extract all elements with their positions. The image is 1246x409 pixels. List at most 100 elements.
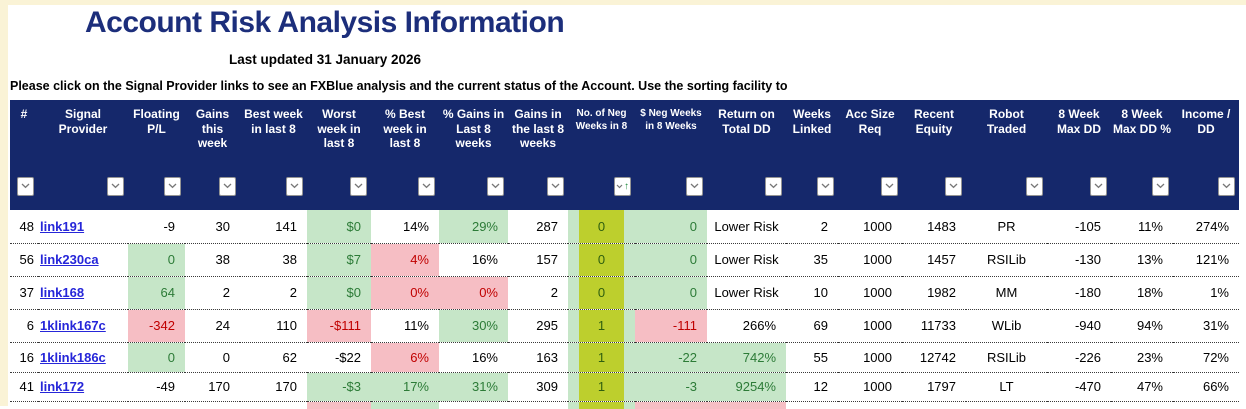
cell-num: 41 <box>10 372 38 402</box>
chevron-down-icon <box>1222 183 1231 189</box>
chevron-down-icon <box>354 183 363 189</box>
cell-max_dd_pct_8w: 94% <box>1111 309 1173 343</box>
cell-recent_equity: 1797 <box>902 372 966 402</box>
signal-provider-link[interactable]: link172 <box>40 379 85 394</box>
cell-neg_dollar_8: 0 <box>635 210 707 244</box>
cell-max_dd_8w: -226 <box>1047 342 1111 373</box>
cell-pct_gains_8 <box>439 401 508 409</box>
cell-return_total_dd: Lower Risk <box>707 276 786 310</box>
sort-ascending-icon: ↑ <box>624 180 629 192</box>
cell-weeks_linked: 12 <box>786 372 838 402</box>
cell-gains_this_week: 0 <box>185 342 240 373</box>
cell-recent_equity: 1483 <box>902 210 966 244</box>
filter-button-return_total_dd[interactable] <box>765 176 782 196</box>
intro-text: Please click on the Signal Provider link… <box>10 79 788 93</box>
filter-button-robot_traded[interactable] <box>1026 176 1043 196</box>
filter-button-gains_8[interactable] <box>547 176 564 196</box>
cell-pct_gains_8: 16% <box>439 243 508 277</box>
col-header-best_week: Best week in last 8 <box>240 100 307 172</box>
filter-button-acc_size_req[interactable] <box>881 176 898 196</box>
signal-provider-link[interactable]: link230ca <box>40 252 99 267</box>
filter-row: ↑ <box>10 172 1239 210</box>
cell-provider: 1klink186c <box>38 342 128 373</box>
col-header-weeks_linked: Weeks Linked <box>786 100 838 172</box>
cell-max_dd_8w <box>1047 401 1111 409</box>
filter-cell-robot_traded <box>966 172 1047 210</box>
cell-best_week: 110 <box>240 309 307 343</box>
chevron-down-icon <box>1030 183 1039 189</box>
filter-button-gains_this_week[interactable] <box>219 176 236 196</box>
cell-robot_traded: LT <box>966 372 1047 402</box>
cell-recent_equity <box>902 401 966 409</box>
col-header-pct_best_week: % Best week in last 8 <box>371 100 439 172</box>
page-title: Account Risk Analysis Information <box>85 6 565 39</box>
cell-neg_weeks_8: 0 <box>568 210 635 244</box>
cell-return_total_dd: Lower Risk <box>707 210 786 244</box>
table-row: 37 link168 64 2 2 $0 0% 0% 2 0 0 Lower Risk 10 1000 19… <box>10 276 1239 310</box>
cell-gains_8: 157 <box>508 243 568 277</box>
cell-acc_size_req: 1000 <box>838 243 902 277</box>
cell-worst_week <box>307 401 371 409</box>
filter-button-neg_dollar_8[interactable] <box>686 176 703 196</box>
cell-provider: link191 <box>38 210 128 244</box>
cell-recent_equity: 1457 <box>902 243 966 277</box>
filter-button-income_dd[interactable] <box>1218 176 1235 196</box>
cell-worst_week: -$111 <box>307 309 371 343</box>
cell-worst_week: $7 <box>307 243 371 277</box>
cell-provider: link230ca <box>38 243 128 277</box>
filter-button-neg_weeks_8[interactable]: ↑ <box>614 177 631 196</box>
cell-pct_gains_8: 0% <box>439 276 508 310</box>
cell-gains_this_week <box>185 401 240 409</box>
chevron-down-icon <box>491 183 500 189</box>
filter-button-recent_equity[interactable] <box>945 176 962 196</box>
cell-max_dd_8w: -940 <box>1047 309 1111 343</box>
chevron-down-icon <box>885 183 894 189</box>
filter-cell-max_dd_pct_8w <box>1111 172 1173 210</box>
cell-weeks_linked: 2 <box>786 210 838 244</box>
filter-button-pct_gains_8[interactable] <box>487 176 504 196</box>
filter-button-max_dd_pct_8w[interactable] <box>1152 176 1169 196</box>
cell-max_dd_pct_8w <box>1111 401 1173 409</box>
cell-pct_best_week <box>371 401 439 409</box>
col-header-floating_pl: Floating P/L <box>128 100 185 172</box>
cell-gains_this_week: 24 <box>185 309 240 343</box>
cell-return_total_dd <box>707 401 786 409</box>
filter-button-floating_pl[interactable] <box>164 176 181 196</box>
cell-max_dd_pct_8w: 11% <box>1111 210 1173 244</box>
signal-provider-link[interactable]: 1klink167c <box>40 318 106 333</box>
cell-gains_8: 163 <box>508 342 568 373</box>
filter-button-provider[interactable] <box>107 176 124 196</box>
cell-best_week: 170 <box>240 372 307 402</box>
cell-income_dd: 31% <box>1173 309 1239 343</box>
filter-cell-floating_pl <box>128 172 185 210</box>
cell-floating_pl: 0 <box>128 342 185 373</box>
cell-num: 6 <box>10 309 38 343</box>
header-row: # Signal Provider Floating P/L Gains this w… <box>10 100 1239 172</box>
signal-provider-link[interactable]: 1klink186c <box>40 349 106 365</box>
col-header-income_dd: Income / DD <box>1173 100 1239 172</box>
cell-robot_traded <box>966 401 1047 409</box>
cell-weeks_linked <box>786 401 838 409</box>
cell-floating_pl: 0 <box>128 243 185 277</box>
filter-button-pct_best_week[interactable] <box>418 176 435 196</box>
cell-gains_this_week: 38 <box>185 243 240 277</box>
filter-button-num[interactable] <box>17 176 34 196</box>
cell-acc_size_req <box>838 401 902 409</box>
cell-floating_pl <box>128 401 185 409</box>
signal-provider-link[interactable]: link191 <box>40 218 85 234</box>
cell-provider: link168 <box>38 276 128 310</box>
signal-provider-link[interactable]: link168 <box>40 285 85 300</box>
filter-button-max_dd_8w[interactable] <box>1090 176 1107 196</box>
cell-recent_equity: 12742 <box>902 342 966 373</box>
filter-button-weeks_linked[interactable] <box>817 176 834 196</box>
filter-button-best_week[interactable] <box>286 176 303 196</box>
chevron-down-icon <box>223 183 232 189</box>
cell-return_total_dd: Lower Risk <box>707 243 786 277</box>
filter-button-worst_week[interactable] <box>350 176 367 196</box>
cell-income_dd <box>1173 401 1239 409</box>
cell-gains_this_week: 2 <box>185 276 240 310</box>
filter-cell-gains_this_week <box>185 172 240 210</box>
cell-num: 48 <box>10 210 38 244</box>
table-row: 48 link191 -9 30 141 $0 14% 29% 287 0 0 Lower Risk 2… <box>10 210 1239 244</box>
col-header-recent_equity: Recent Equity <box>902 100 966 172</box>
